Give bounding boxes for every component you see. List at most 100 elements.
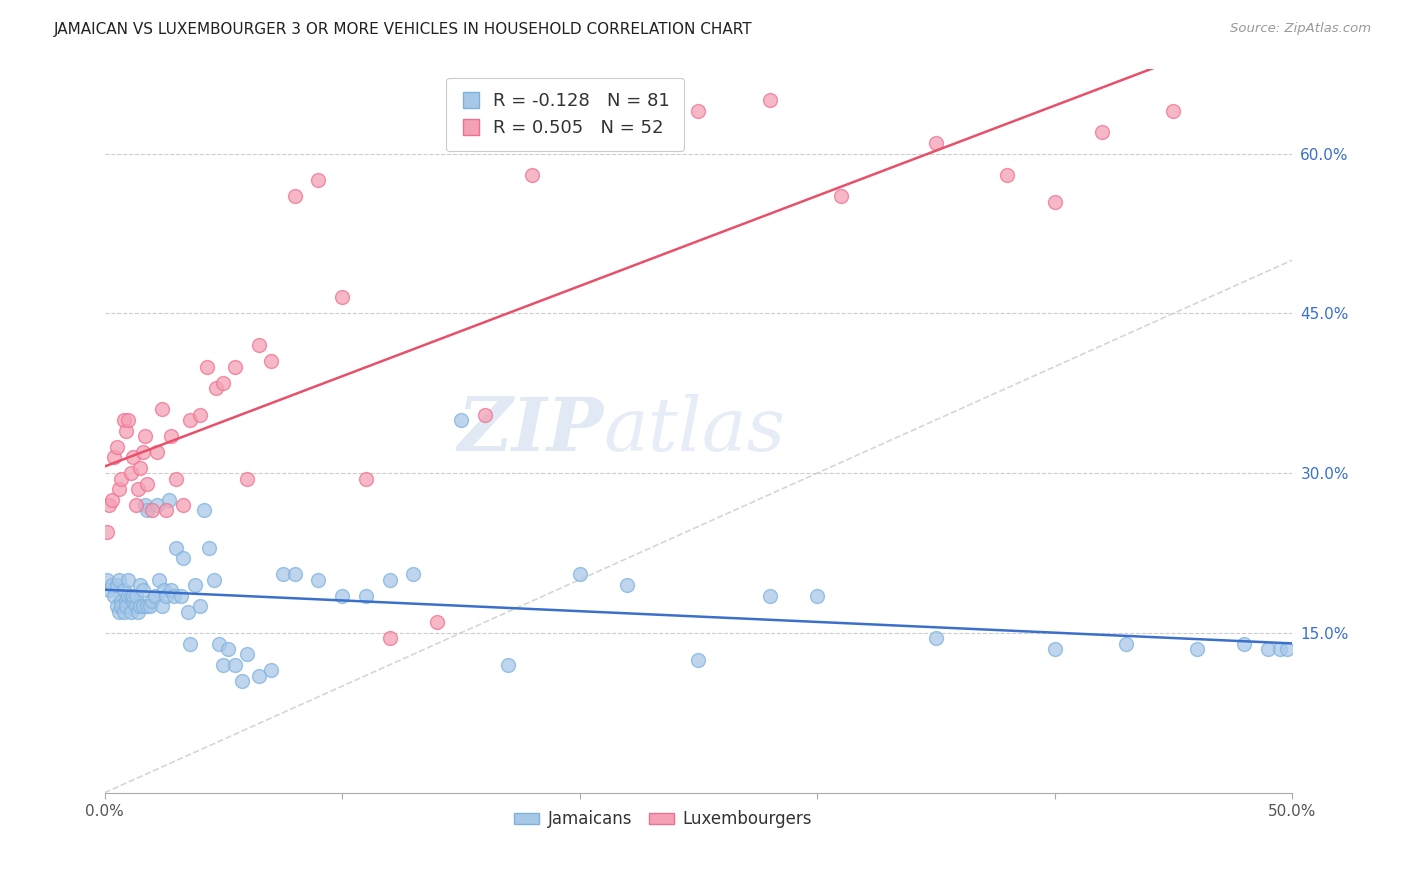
Point — [131, 599, 153, 614]
Point — [1043, 194, 1066, 209]
Point — [1115, 636, 1137, 650]
Point — [307, 173, 329, 187]
Point — [688, 104, 710, 119]
Point — [236, 471, 259, 485]
Point — [136, 476, 159, 491]
Point — [474, 408, 496, 422]
Point — [101, 578, 124, 592]
Point — [105, 599, 128, 614]
Point — [110, 599, 132, 614]
Point — [378, 632, 401, 646]
Point — [101, 492, 124, 507]
Point — [169, 589, 191, 603]
Point — [108, 573, 131, 587]
Point — [98, 583, 121, 598]
Point — [110, 594, 132, 608]
Point — [247, 668, 270, 682]
Point — [120, 605, 142, 619]
Point — [112, 583, 135, 598]
Point — [616, 110, 638, 124]
Point — [136, 599, 159, 614]
Point — [830, 189, 852, 203]
Point — [153, 583, 176, 598]
Point — [179, 636, 201, 650]
Point — [117, 413, 139, 427]
Point — [150, 599, 173, 614]
Point — [143, 589, 166, 603]
Point — [179, 413, 201, 427]
Point — [1268, 641, 1291, 656]
Point — [160, 429, 183, 443]
Point — [120, 466, 142, 480]
Point — [271, 567, 294, 582]
Point — [120, 589, 142, 603]
Point — [1277, 641, 1299, 656]
Point — [995, 168, 1018, 182]
Point — [758, 589, 780, 603]
Point — [165, 541, 187, 555]
Point — [205, 381, 228, 395]
Point — [96, 524, 118, 539]
Point — [260, 354, 283, 368]
Point — [208, 636, 231, 650]
Point — [115, 599, 138, 614]
Point — [127, 605, 149, 619]
Point — [103, 450, 125, 465]
Point — [155, 503, 177, 517]
Point — [307, 573, 329, 587]
Point — [284, 567, 307, 582]
Point — [212, 376, 235, 390]
Point — [98, 498, 121, 512]
Point — [925, 136, 948, 150]
Point — [129, 461, 152, 475]
Point — [1161, 104, 1184, 119]
Point — [402, 567, 425, 582]
Point — [260, 663, 283, 677]
Point — [96, 573, 118, 587]
Point — [184, 578, 207, 592]
Text: JAMAICAN VS LUXEMBOURGER 3 OR MORE VEHICLES IN HOUSEHOLD CORRELATION CHART: JAMAICAN VS LUXEMBOURGER 3 OR MORE VEHIC… — [53, 22, 752, 37]
Point — [146, 498, 169, 512]
Point — [131, 583, 153, 598]
Point — [616, 578, 638, 592]
Point — [115, 424, 138, 438]
Point — [108, 482, 131, 496]
Point — [165, 471, 187, 485]
Point — [105, 440, 128, 454]
Point — [354, 471, 377, 485]
Point — [136, 503, 159, 517]
Point — [568, 567, 591, 582]
Point — [146, 445, 169, 459]
Legend: Jamaicans, Luxembourgers: Jamaicans, Luxembourgers — [508, 804, 818, 835]
Point — [330, 290, 353, 304]
Point — [202, 573, 225, 587]
Point — [450, 413, 472, 427]
Point — [122, 450, 145, 465]
Point — [155, 589, 177, 603]
Text: Source: ZipAtlas.com: Source: ZipAtlas.com — [1230, 22, 1371, 36]
Point — [498, 657, 520, 672]
Point — [122, 594, 145, 608]
Point — [354, 589, 377, 603]
Point — [177, 605, 200, 619]
Point — [188, 408, 211, 422]
Text: ZIP: ZIP — [457, 394, 603, 467]
Point — [150, 402, 173, 417]
Point — [122, 589, 145, 603]
Point — [112, 605, 135, 619]
Point — [157, 492, 180, 507]
Point — [688, 652, 710, 666]
Text: atlas: atlas — [603, 394, 786, 467]
Point — [129, 578, 152, 592]
Point — [224, 657, 246, 672]
Point — [426, 615, 449, 630]
Point — [284, 189, 307, 203]
Point — [134, 498, 156, 512]
Point — [112, 413, 135, 427]
Point — [127, 482, 149, 496]
Point — [115, 594, 138, 608]
Point — [124, 498, 146, 512]
Point — [160, 583, 183, 598]
Point — [378, 573, 401, 587]
Point — [217, 641, 239, 656]
